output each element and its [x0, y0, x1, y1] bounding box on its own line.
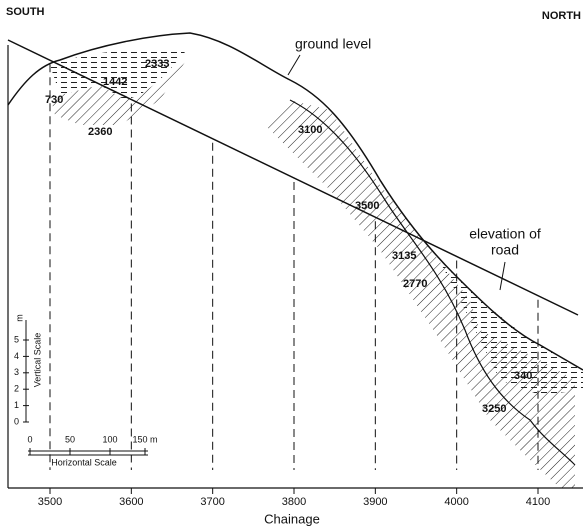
- x-tick-label: 3900: [363, 496, 387, 508]
- zone-label: 2360: [88, 126, 112, 138]
- zone-label: 2770: [403, 278, 427, 290]
- road-label: road: [491, 242, 519, 258]
- zone-label: 3100: [298, 124, 322, 136]
- north-label: NORTH: [542, 10, 581, 22]
- horizontal-scale-label: 150 m: [132, 434, 157, 444]
- vertical-scale-unit: m: [14, 314, 24, 322]
- cross-section: SOUTH NORTH ground level elevation of ro…: [0, 0, 583, 529]
- ground-level-label: ground level: [295, 36, 371, 52]
- zone-label: 2333: [145, 58, 169, 70]
- horizontal-scale-label: 100: [102, 434, 117, 444]
- south-label: SOUTH: [6, 6, 45, 18]
- vertical-scale-label: 2: [14, 384, 19, 394]
- ground-arrow: [288, 55, 300, 75]
- vertical-scale-label: 0: [14, 416, 19, 426]
- x-tick-label: 3600: [119, 496, 143, 508]
- horizontal-scale-label: 0: [27, 434, 32, 444]
- vertical-scale-label: 1: [14, 400, 19, 410]
- vertical-scale-title: Vertical Scale: [32, 333, 42, 388]
- vertical-scale-label: 3: [14, 367, 19, 377]
- x-tick-label: 3800: [282, 496, 306, 508]
- zone-north-hatch: [265, 100, 575, 488]
- zone-label: 3135: [392, 250, 416, 262]
- zone-label: 1442: [103, 76, 127, 88]
- zone-label: 3500: [355, 200, 379, 212]
- zone-label: 3250: [482, 403, 506, 415]
- x-tick-label: 3700: [200, 496, 224, 508]
- x-tick-label: 4100: [526, 496, 550, 508]
- x-axis-title: Chainage: [264, 511, 320, 526]
- zone-label: 340: [514, 370, 532, 382]
- road-arrow: [500, 262, 505, 290]
- x-tick-label: 4000: [444, 496, 468, 508]
- road-label: elevation of: [469, 226, 541, 242]
- x-tick-label: 3500: [38, 496, 62, 508]
- vertical-scale-label: 5: [14, 334, 19, 344]
- horizontal-scale-label: 50: [65, 434, 75, 444]
- horizontal-scale-title: Horizontal Scale: [51, 457, 117, 467]
- zone-label: 730: [45, 94, 63, 106]
- vertical-scale-label: 4: [14, 351, 19, 361]
